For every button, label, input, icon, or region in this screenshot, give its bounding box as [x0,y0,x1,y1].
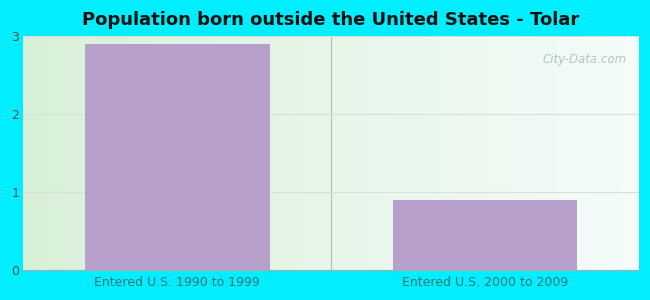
Bar [85,44,270,270]
Title: Population born outside the United States - Tolar: Population born outside the United State… [83,11,580,29]
Bar [393,200,577,270]
Text: City-Data.com: City-Data.com [543,52,627,66]
